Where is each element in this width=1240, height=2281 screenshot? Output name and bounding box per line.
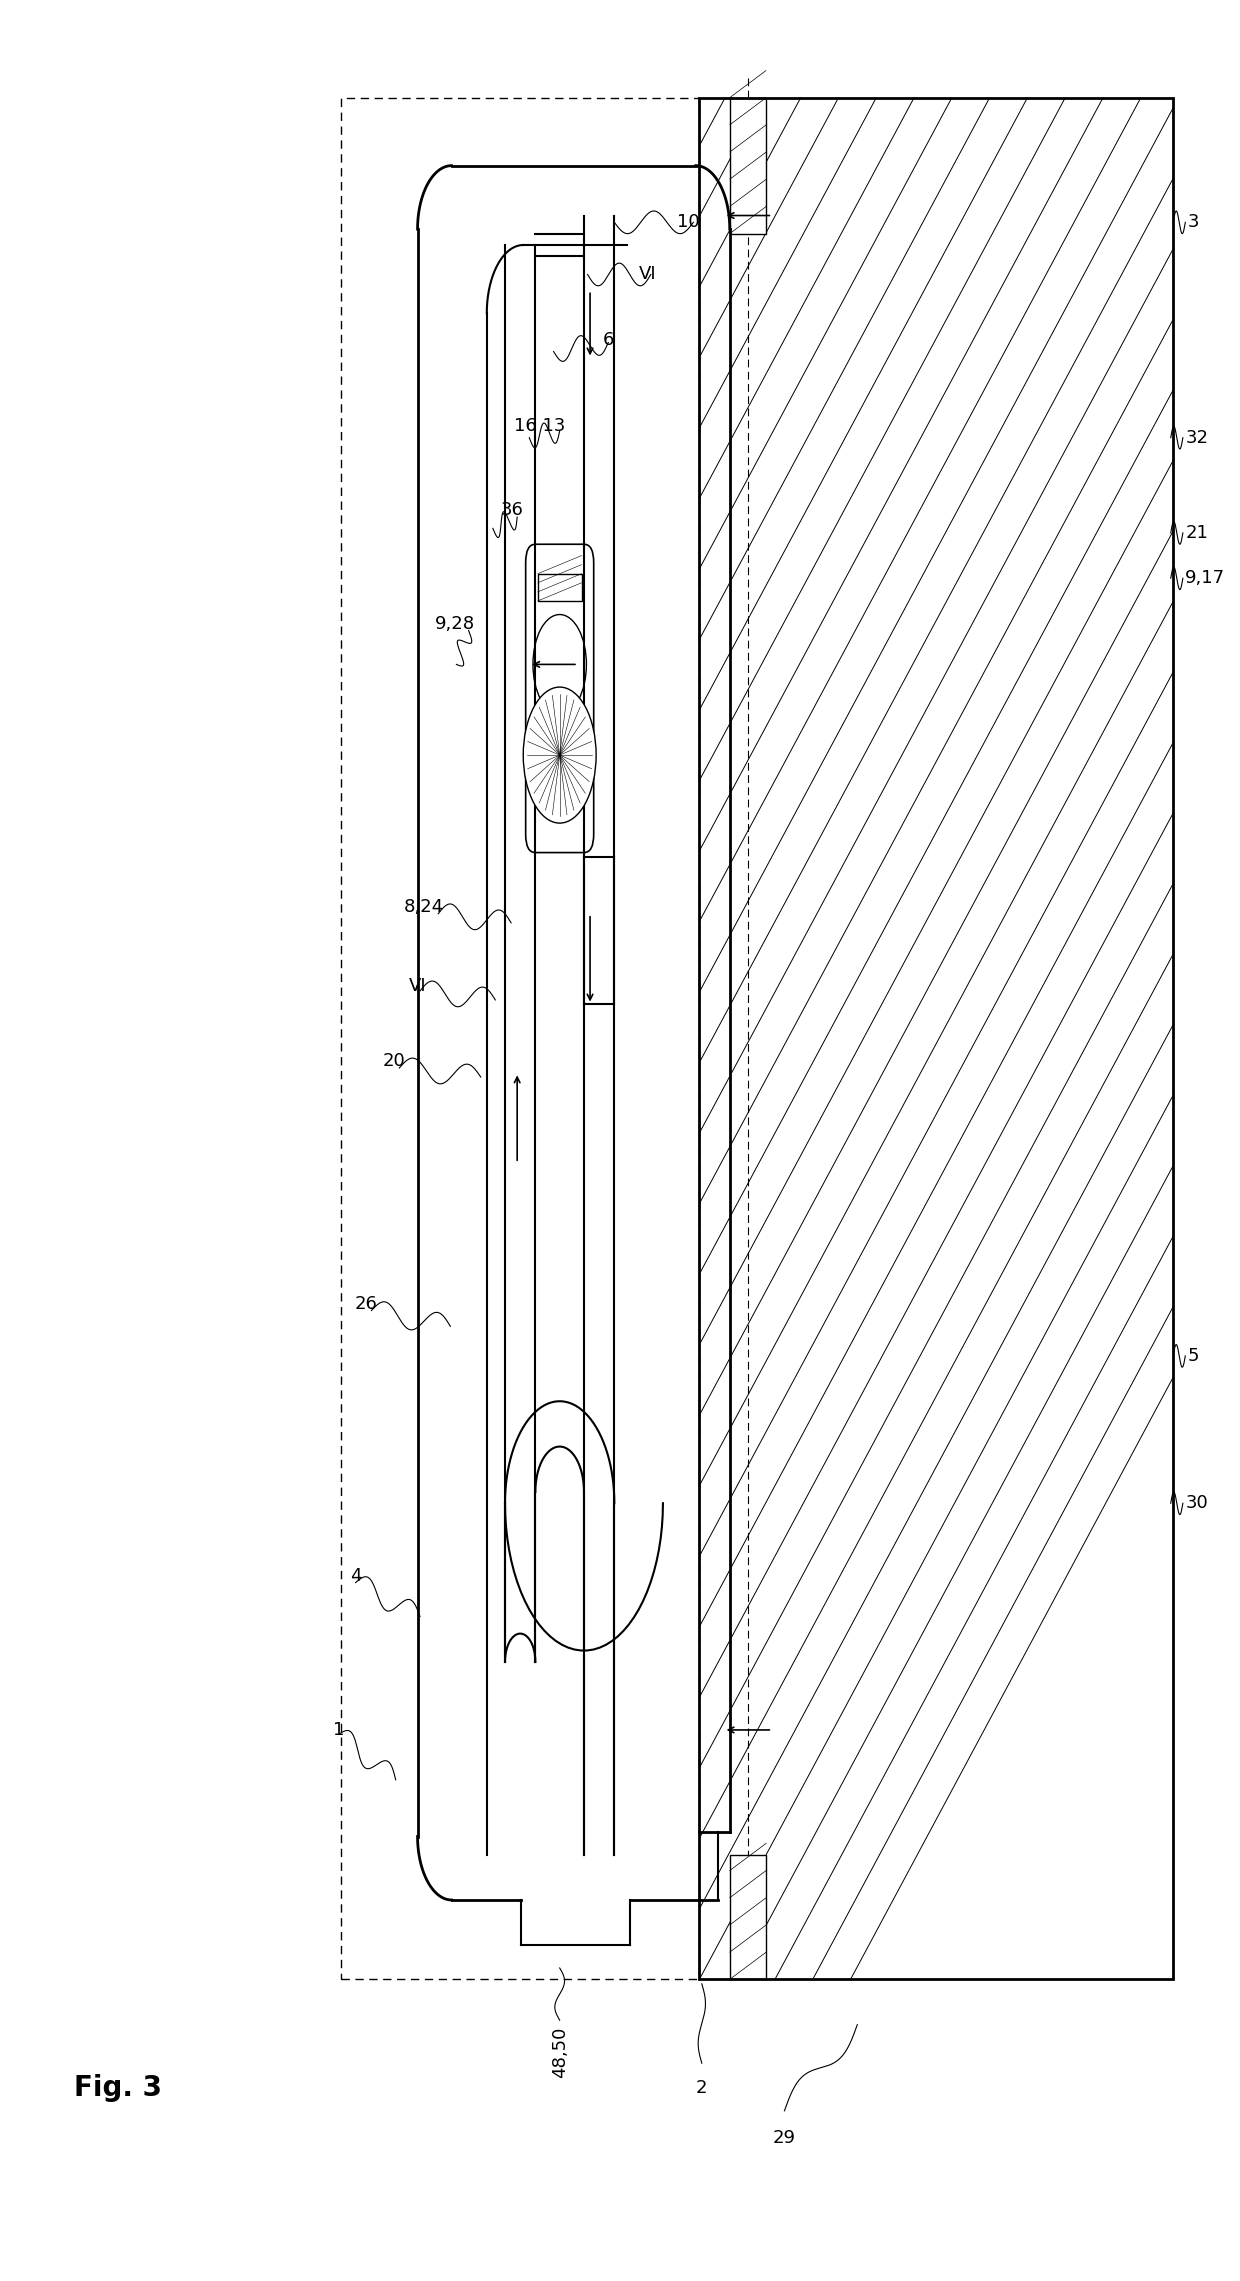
Text: 21: 21 [1185, 525, 1208, 543]
Text: 1: 1 [334, 1720, 345, 1738]
Bar [538, 575, 582, 600]
Text: 36: 36 [501, 502, 523, 520]
Text: 48,50: 48,50 [551, 2026, 569, 2078]
Bar [730, 1854, 766, 1980]
Text: 10: 10 [677, 214, 699, 230]
Bar [699, 98, 1173, 1980]
Text: 26: 26 [355, 1296, 377, 1314]
Circle shape [523, 687, 596, 823]
Text: 16 13: 16 13 [515, 417, 565, 436]
Text: 9,28: 9,28 [434, 614, 475, 632]
Text: 29: 29 [773, 2128, 796, 2146]
Text: 9,17: 9,17 [1185, 570, 1225, 586]
Bar [730, 98, 766, 233]
Bar [699, 98, 1173, 1980]
Text: VI: VI [640, 265, 657, 283]
Bar [699, 98, 1173, 1980]
Text: 20: 20 [383, 1052, 405, 1070]
Text: Fig. 3: Fig. 3 [73, 2073, 161, 2103]
Text: 2: 2 [696, 2080, 708, 2096]
Text: 30: 30 [1185, 1494, 1208, 1512]
Text: 3: 3 [1188, 214, 1199, 230]
Bar [341, 98, 699, 1980]
Text: VI: VI [408, 976, 427, 995]
Text: 8,24: 8,24 [404, 899, 444, 917]
Text: 32: 32 [1185, 429, 1208, 447]
Text: 6: 6 [603, 331, 614, 349]
Text: 5: 5 [1188, 1346, 1199, 1364]
Text: 4: 4 [350, 1567, 362, 1585]
